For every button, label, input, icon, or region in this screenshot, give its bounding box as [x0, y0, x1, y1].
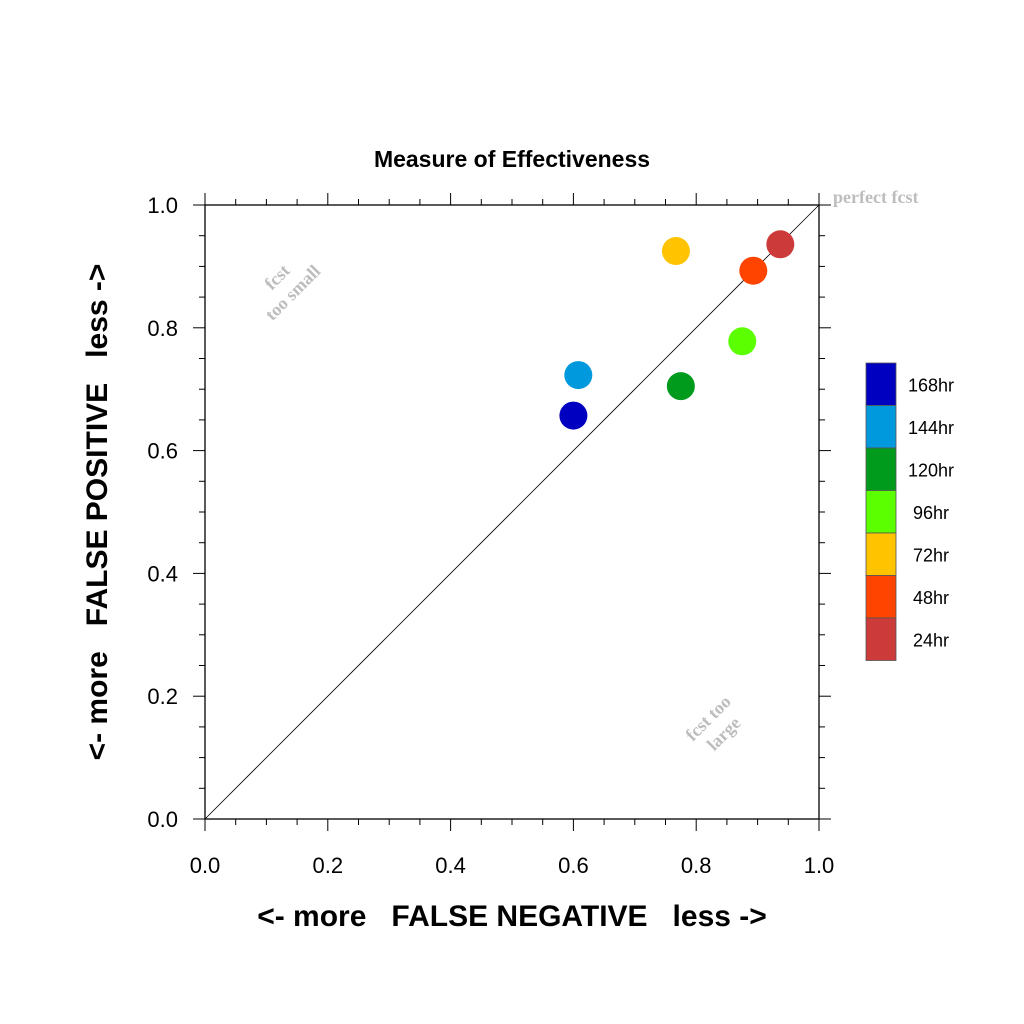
x-tick-label: 0.4: [435, 853, 466, 878]
annotation-fcst-too-small: fcst too small: [260, 260, 324, 324]
annotation-fcst-too-large: fcst too large: [681, 691, 744, 754]
legend-swatch-144hr: [865, 405, 897, 449]
legend-label-48hr: 48hr: [913, 588, 949, 608]
tick-labels: 0.0 0.2 0.4 0.6 0.8 1.0 0.0 0.2 0.4 0.6 0.8 1.0: [147, 193, 834, 878]
plot-frame: [204, 204, 820, 820]
legend-swatch-120hr: [865, 447, 897, 491]
legend-label-24hr: 24hr: [913, 630, 949, 650]
y-tick-label: 0.6: [147, 439, 178, 464]
legend-label-168hr: 168hr: [908, 375, 954, 395]
legend-label-72hr: 72hr: [913, 545, 949, 565]
annotation-perfect-fcst: perfect fcst: [833, 187, 918, 207]
data-point-72hr: [661, 237, 690, 266]
data-point-120hr: [666, 372, 695, 401]
perfect-forecast-diagonal: [204, 204, 820, 820]
data-points: [559, 230, 795, 430]
data-point-168hr: [559, 401, 588, 430]
data-point-48hr: [739, 256, 768, 285]
legend-swatch-96hr: [865, 490, 897, 534]
legend-label-144hr: 144hr: [908, 418, 954, 438]
y-tick-label: 0.4: [147, 561, 178, 586]
axis-ticks: [193, 193, 831, 831]
legend-swatch-24hr: [865, 617, 897, 661]
legend-label-120hr: 120hr: [908, 460, 954, 480]
legend: 168hr 144hr 120hr 96hr 72hr 48hr 24hr: [865, 362, 954, 661]
legend-label-96hr: 96hr: [913, 503, 949, 523]
legend-swatch-168hr: [865, 362, 897, 406]
data-point-24hr: [766, 230, 795, 259]
x-tick-label: 0.0: [190, 853, 221, 878]
x-axis-label: <- more FALSE NEGATIVE less ->: [257, 900, 767, 933]
x-tick-label: 1.0: [804, 853, 835, 878]
y-axis-label: <- more FALSE POSITIVE less ->: [81, 264, 114, 761]
legend-swatch-72hr: [865, 532, 897, 576]
chart-title: Measure of Effectiveness: [374, 146, 650, 172]
y-tick-label: 0.2: [147, 684, 178, 709]
x-tick-label: 0.2: [313, 853, 344, 878]
x-tick-label: 0.6: [558, 853, 589, 878]
data-point-144hr: [564, 361, 593, 390]
y-tick-label: 0.0: [147, 807, 178, 832]
legend-swatch-48hr: [865, 575, 897, 619]
y-tick-label: 0.8: [147, 316, 178, 341]
data-point-96hr: [728, 327, 757, 356]
y-tick-label: 1.0: [147, 193, 178, 218]
x-tick-label: 0.8: [681, 853, 712, 878]
